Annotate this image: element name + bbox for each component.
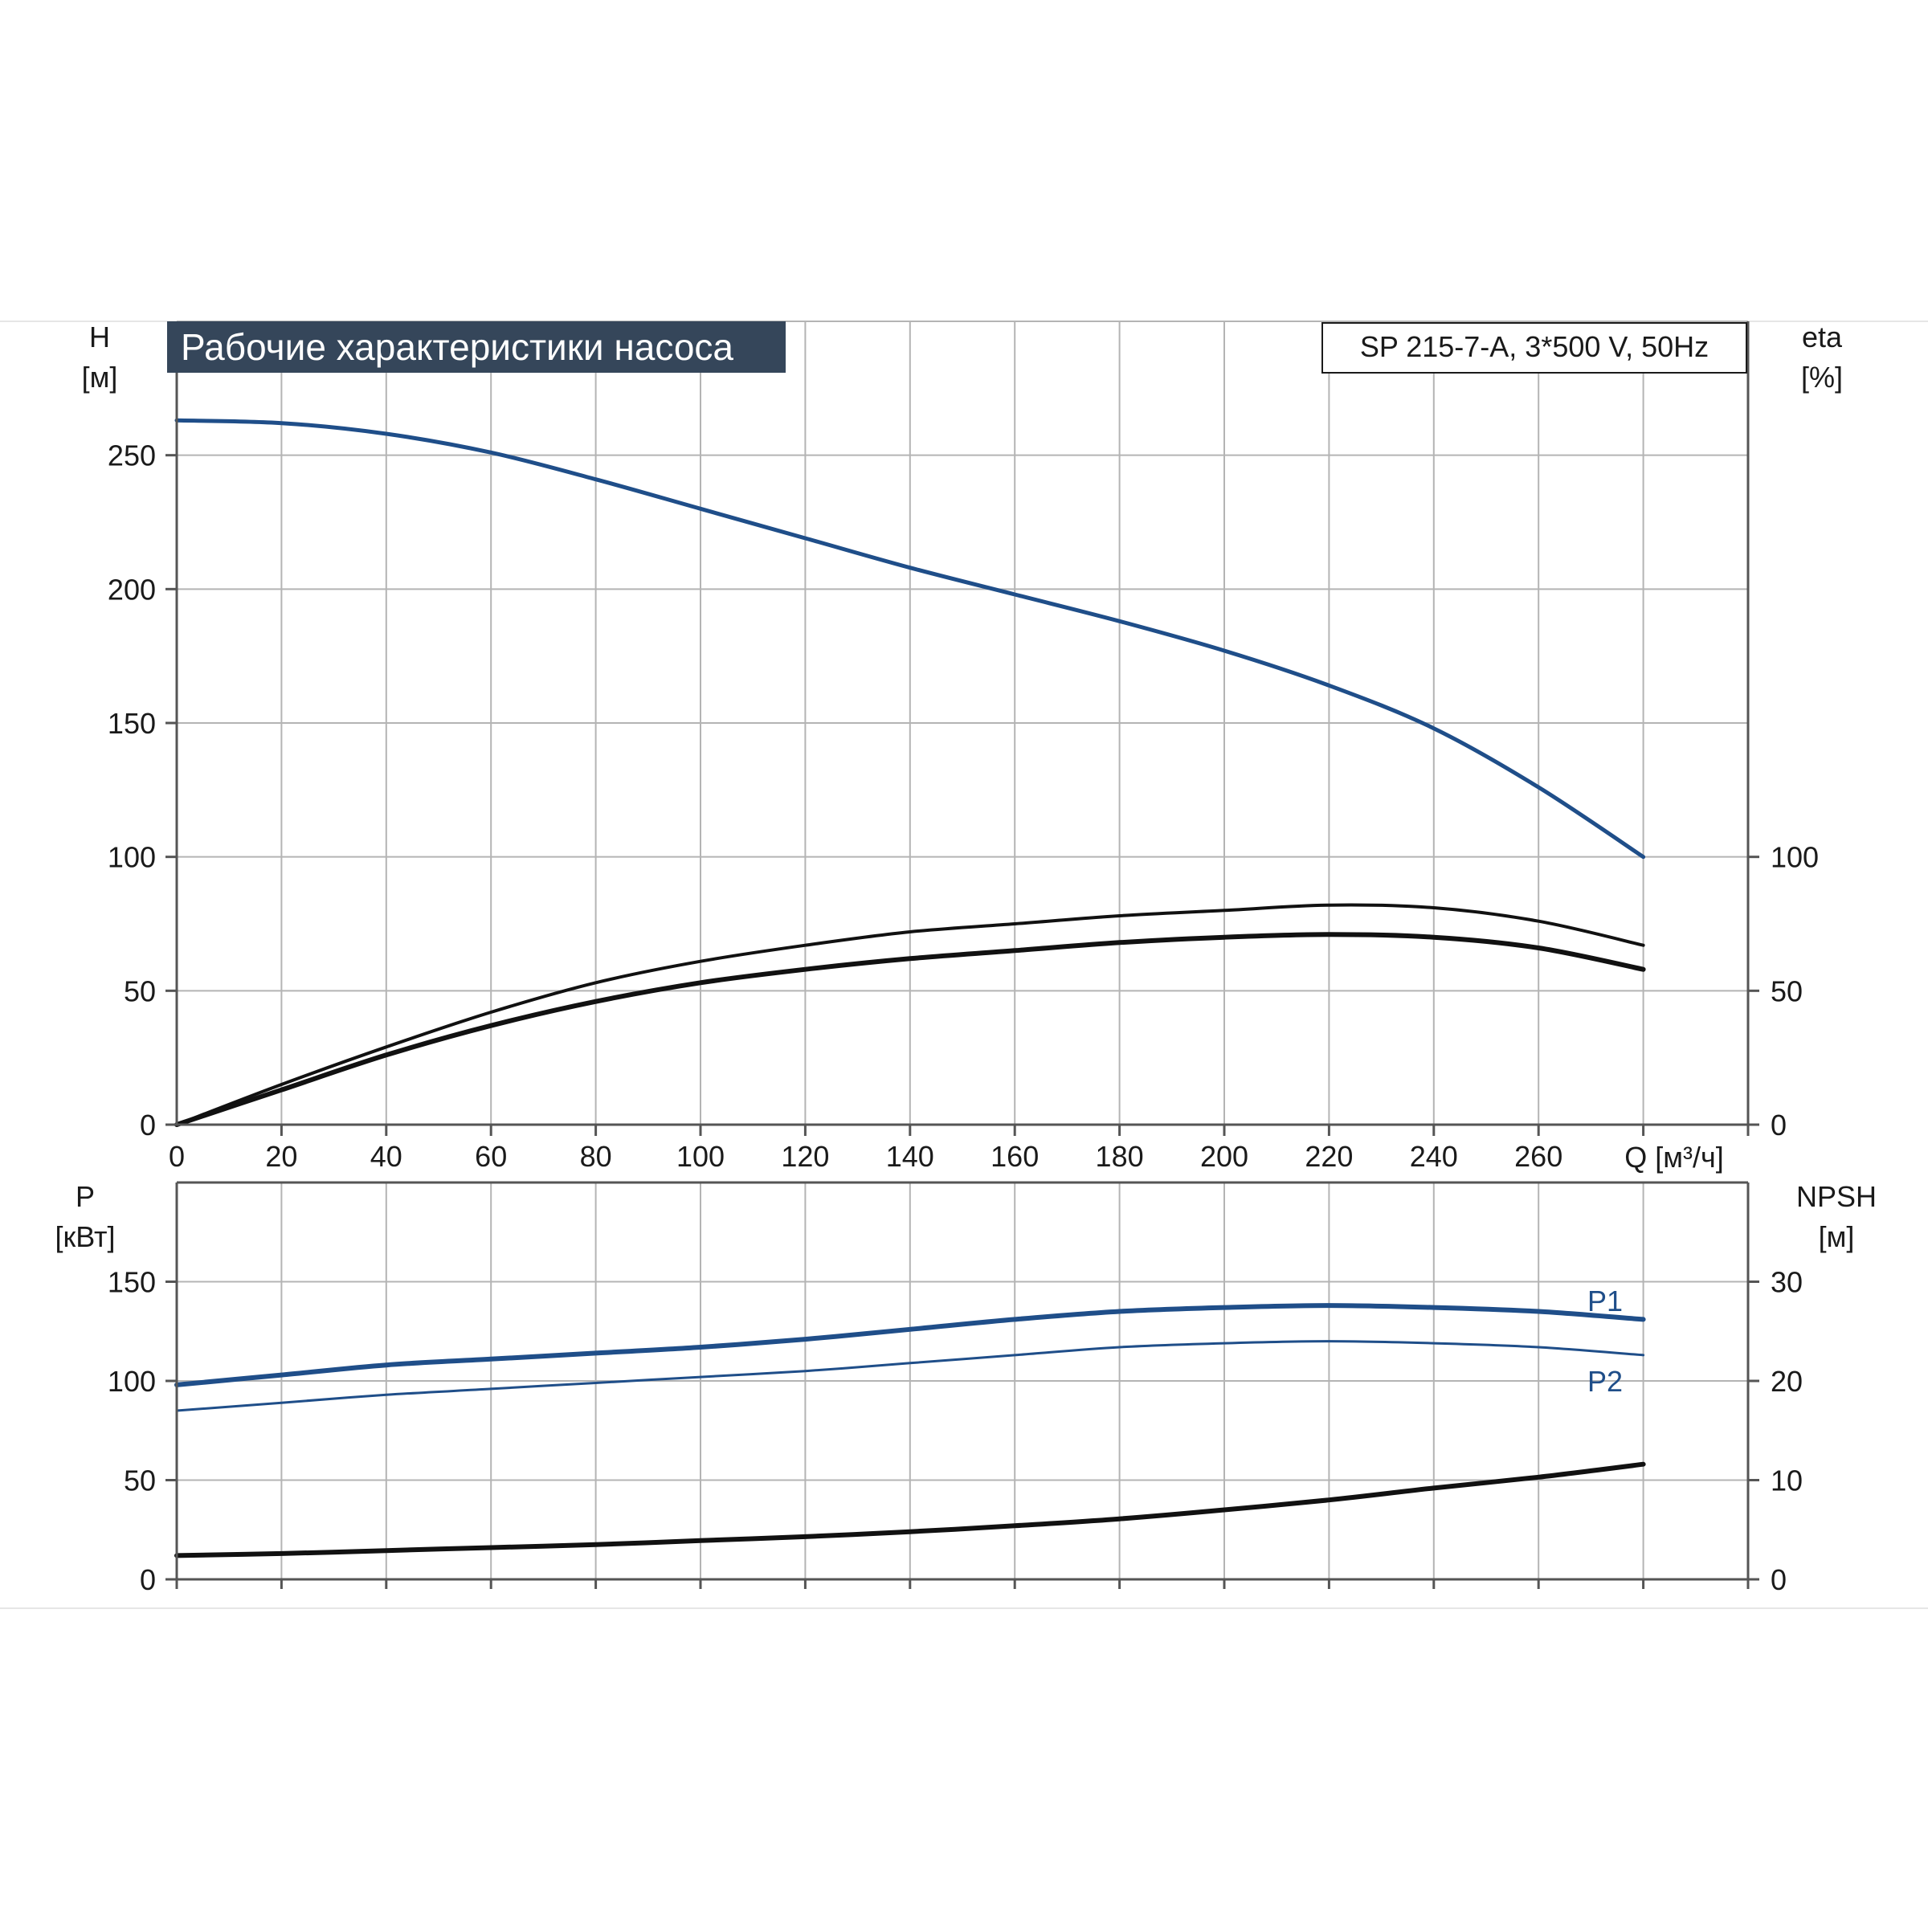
upper-left-y-tick-label: 200 — [108, 573, 156, 606]
x-tick-label: 20 — [265, 1140, 297, 1173]
model-label: SP 215-7-A, 3*500 V, 50Hz — [1360, 330, 1709, 363]
tick-labels: 0 20 40 60 80 100 120 140 160 180 200 220 240 2600501… — [108, 439, 1819, 1596]
x-axis-label: Q [м³/ч] — [1624, 1141, 1724, 1174]
x-tick-label: 140 — [886, 1140, 934, 1173]
upper-grid — [177, 321, 1749, 1125]
head-curve — [174, 418, 1646, 860]
y-left-axis-name: H — [89, 321, 110, 353]
npsh-axis-name: NPSH — [1796, 1180, 1877, 1213]
x-tick-label: 80 — [580, 1140, 612, 1173]
power-axis-name: P — [76, 1180, 95, 1213]
chart-title-box — [167, 321, 786, 373]
power-axis-unit: [кВт] — [55, 1220, 115, 1253]
x-tick-label: 160 — [991, 1140, 1039, 1173]
upper-curves — [174, 418, 1646, 1127]
x-tick-label: 100 — [676, 1140, 725, 1173]
eta-pump-curve — [175, 903, 1645, 1126]
chart-title: Рабочие характеристики насоса — [181, 326, 733, 368]
lower-grid — [177, 1182, 1749, 1579]
lower-right-y-tick-label: 10 — [1771, 1464, 1803, 1497]
upper-frame — [165, 321, 1759, 1136]
y-right-axis-unit: [%] — [1801, 361, 1843, 394]
upper-left-y-tick-label: 0 — [140, 1109, 156, 1142]
lower-left-y-tick-label: 50 — [124, 1464, 156, 1497]
x-tick-label: 200 — [1200, 1140, 1248, 1173]
x-tick-label: 60 — [475, 1140, 507, 1173]
x-tick-label: 240 — [1410, 1140, 1458, 1173]
upper-left-y-tick-label: 100 — [108, 841, 156, 874]
y-left-axis-unit: [м] — [82, 361, 118, 394]
curve-label-p2: P2 — [1587, 1365, 1623, 1398]
upper-left-y-tick-label: 150 — [108, 707, 156, 740]
upper-left-y-tick-label: 250 — [108, 439, 156, 472]
upper-right-y-tick-label: 0 — [1771, 1109, 1787, 1142]
x-tick-label: 260 — [1514, 1140, 1562, 1173]
lower-frame — [165, 1181, 1759, 1589]
upper-right-y-tick-label: 50 — [1771, 974, 1803, 1007]
lower-curves — [174, 1303, 1646, 1558]
x-tick-label: 0 — [169, 1140, 185, 1173]
x-tick-label: 40 — [370, 1140, 402, 1173]
lower-right-y-tick-label: 0 — [1771, 1563, 1787, 1596]
y-right-axis-name: eta — [1802, 321, 1843, 353]
P1-curve — [174, 1303, 1646, 1387]
x-tick-label: 180 — [1096, 1140, 1144, 1173]
x-tick-label: 120 — [781, 1140, 829, 1173]
x-tick-label: 220 — [1305, 1140, 1353, 1173]
lower-right-y-tick-label: 20 — [1771, 1365, 1803, 1398]
eta-total-curve — [174, 932, 1646, 1127]
lower-left-y-tick-label: 150 — [108, 1266, 156, 1299]
curve-label-p1: P1 — [1587, 1285, 1623, 1317]
P2-curve — [175, 1340, 1645, 1412]
lower-left-y-tick-label: 100 — [108, 1365, 156, 1398]
upper-right-y-tick-label: 100 — [1771, 841, 1819, 874]
npsh-axis-unit: [м] — [1819, 1220, 1855, 1253]
lower-left-y-tick-label: 0 — [140, 1563, 156, 1596]
npsh-curve — [174, 1461, 1646, 1558]
lower-right-y-tick-label: 30 — [1771, 1266, 1803, 1299]
upper-left-y-tick-label: 50 — [124, 974, 156, 1007]
model-label-box — [1321, 322, 1747, 374]
